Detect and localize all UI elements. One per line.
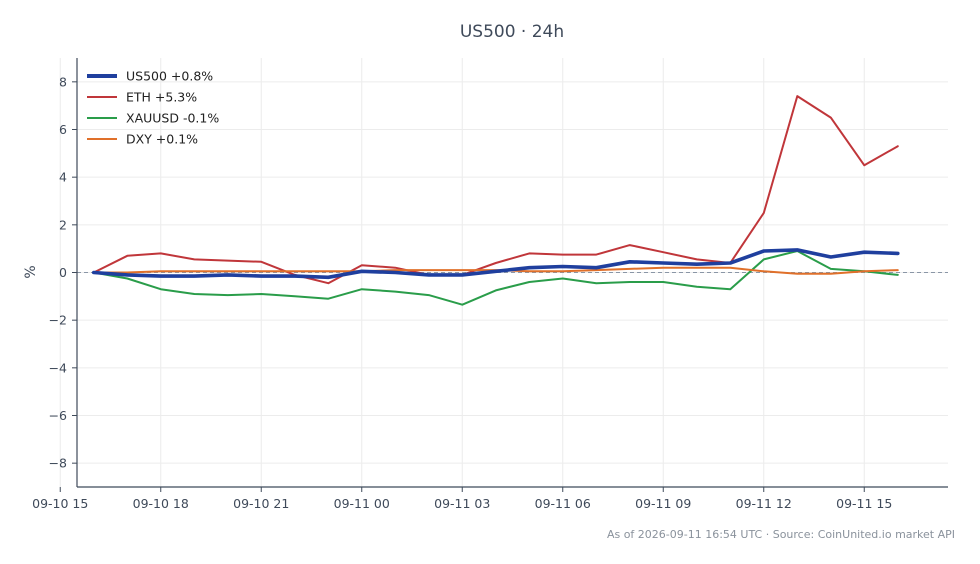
legend-label: US500 +0.8% bbox=[126, 69, 213, 84]
x-ticks: 09-10 15 09-10 18 09-10 21 09-11 00 09-11 03… bbox=[32, 487, 892, 511]
chart-title: US500 · 24h bbox=[460, 22, 564, 42]
y-tick-label: −2 bbox=[49, 313, 67, 328]
x-tick-label: 09-11 03 bbox=[434, 496, 490, 511]
series-lines bbox=[92, 95, 900, 306]
x-tick-label: 09-11 12 bbox=[736, 496, 792, 511]
y-tick-label: 4 bbox=[59, 170, 67, 185]
x-tick-label: 09-10 15 bbox=[32, 496, 88, 511]
y-tick-label: −4 bbox=[49, 360, 67, 375]
legend: US500 +0.8% ETH +5.3% XAUUSD -0.1% DXY +0.1… bbox=[87, 69, 219, 147]
x-tick-label: 09-11 00 bbox=[334, 496, 390, 511]
y-tick-label: 8 bbox=[59, 74, 67, 89]
x-tick-label: 09-10 18 bbox=[133, 496, 189, 511]
y-ticks: −8 −6 −4 −2 0 2 4 6 8 bbox=[49, 74, 77, 471]
y-tick-label: −8 bbox=[49, 456, 67, 471]
y-tick-label: 6 bbox=[59, 122, 67, 137]
y-tick-label: 0 bbox=[59, 265, 67, 280]
footer-source: As of 2026-09-11 16:54 UTC · Source: Coi… bbox=[607, 528, 955, 541]
y-tick-label: 2 bbox=[59, 217, 67, 232]
legend-label: ETH +5.3% bbox=[126, 90, 197, 105]
x-tick-label: 09-11 09 bbox=[635, 496, 691, 511]
series-line-us500 bbox=[92, 248, 900, 280]
series-line-xauusd bbox=[92, 250, 899, 306]
x-tick-label: 09-11 06 bbox=[535, 496, 591, 511]
series-line-eth bbox=[92, 95, 899, 285]
x-tick-label: 09-10 21 bbox=[233, 496, 289, 511]
x-tick-label: 09-11 15 bbox=[836, 496, 892, 511]
y-axis-label: % bbox=[23, 265, 39, 278]
y-tick-label: −6 bbox=[49, 408, 67, 423]
legend-label: DXY +0.1% bbox=[126, 132, 198, 147]
legend-label: XAUUSD -0.1% bbox=[126, 111, 219, 126]
